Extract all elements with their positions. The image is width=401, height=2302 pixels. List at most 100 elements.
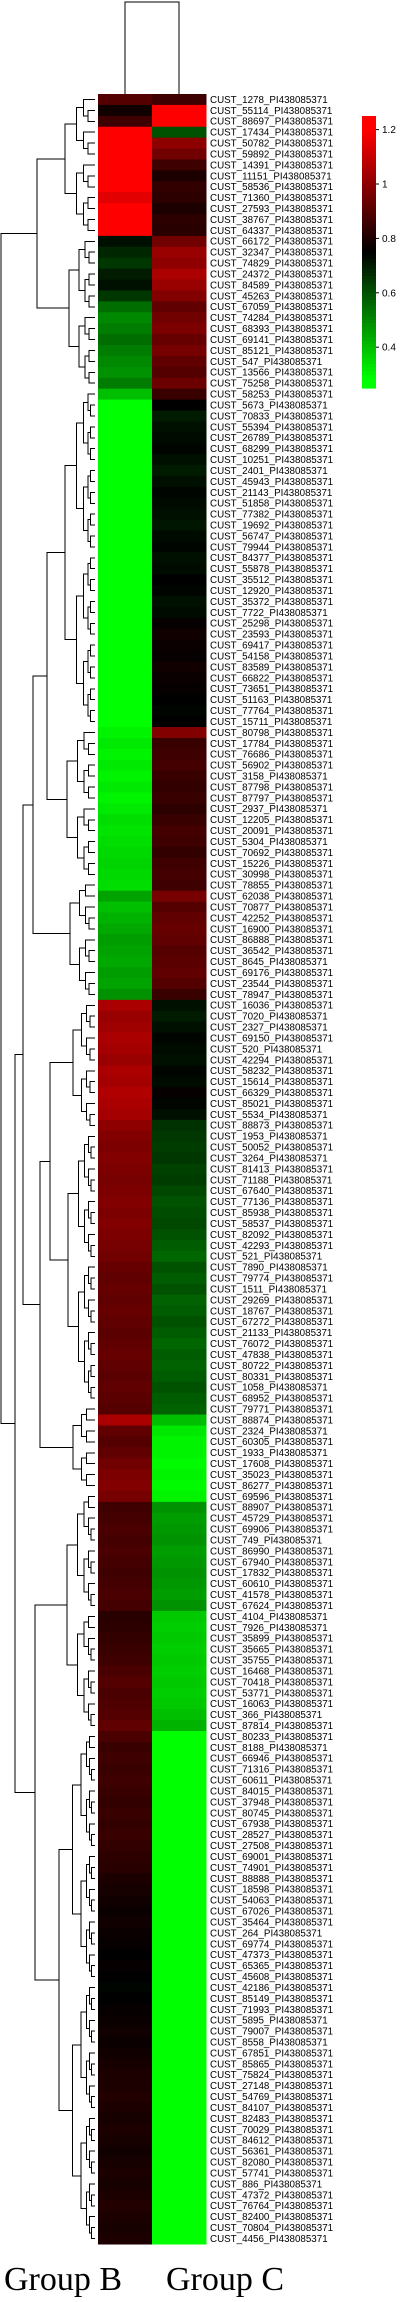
heatmap-cell [152,2047,207,2059]
row-label: CUST_76686_PI438085371 [210,750,333,761]
row-dendrogram-link [91,2096,95,2109]
heatmap-cell [98,1818,153,1830]
colorbar-step [362,350,376,355]
row-dendrogram-link [83,1621,89,1647]
colorbar-step [362,360,376,365]
row-label: CUST_66329_PI438085371 [210,1088,333,1099]
row-dendrogram-link [64,123,77,195]
heatmap-cell [98,1359,153,1372]
row-dendrogram-link [87,142,95,155]
colorbar-step [362,211,376,216]
column-dendrogram [124,1,180,94]
row-label: CUST_77764_PI438085371 [210,706,333,717]
row-dendrogram-link [88,328,95,341]
row-dendrogram-link [79,947,86,982]
heatmap-cell [98,399,153,411]
heatmap-cell [98,1010,153,1023]
row-label: CUST_69176_PI438085371 [210,968,333,979]
row-dendrogram-link [36,158,69,309]
row-dendrogram-link [80,1880,87,1948]
row-dendrogram-link [86,1103,95,1121]
row-dendrogram-link [90,426,95,439]
heatmap-cell [98,596,153,608]
heatmap-cell [98,1185,153,1197]
heatmap-cell [152,1621,207,1634]
heatmap-cell [98,1883,153,1896]
row-label: CUST_68393_PI438085371 [210,324,333,335]
row-label: CUST_70804_PI438085371 [210,2223,333,2234]
heatmap-cell [98,508,153,521]
row-label: CUST_77382_PI438085371 [210,510,333,521]
heatmap-cell [152,1119,207,1132]
heatmap-cell [152,312,207,324]
heatmap-cell [152,279,207,291]
row-dendrogram-link [86,1070,95,1088]
row-dendrogram-link [82,401,88,444]
row-label: CUST_88873_PI438085371 [210,1121,333,1132]
row-dendrogram-link [88,273,95,286]
heatmap-cell [98,1469,153,1481]
heatmap-cell [98,1665,153,1677]
heatmap-cell [98,1676,153,1688]
row-dendrogram-link [91,1768,95,1781]
heatmap-cell [152,541,207,553]
heatmap-cell [98,1960,153,1972]
row-dendrogram-link [90,1528,95,1541]
heatmap-cell [152,94,207,106]
heatmap-cell [152,2233,207,2245]
row-dendrogram-link [87,786,95,799]
heatmap-cell [98,126,153,139]
heatmap-cell [152,901,207,914]
colorbar-step [362,384,376,389]
row-dendrogram-link [84,884,95,897]
colorbar-step [362,343,376,348]
heatmap-cell [98,224,153,237]
row-label: CUST_28527_PI438085371 [210,1830,333,1841]
row-dendrogram-link [89,1736,95,1748]
row-dendrogram-link [85,2060,90,2095]
heatmap-cells [98,94,207,2245]
row-label: CUST_15226_PI438085371 [210,859,333,870]
colorbar-step [362,320,376,324]
heatmap-cell [152,192,207,204]
row-dendrogram-link [89,1856,95,1874]
row-label: CUST_88874_PI438085371 [210,1415,333,1426]
row-label: CUST_47838_PI438085371 [210,1350,333,1361]
row-label: CUST_64337_PI438085371 [210,226,333,237]
heatmap-cell [152,1261,207,1274]
heatmap-cell [152,1567,207,1579]
row-dendrogram-link [85,1864,90,1898]
row-label: CUST_27593_PI438085371 [210,204,333,215]
colorbar-step [362,309,376,314]
row-label: CUST_73651_PI438085371 [210,684,333,695]
row-label: CUST_8188_PI438085371 [210,1743,328,1754]
colorbar-step [362,129,376,134]
heatmap-cell [98,1982,153,1994]
row-label: CUST_74901_PI438085371 [210,1863,333,1874]
heatmap-cell [152,1054,207,1066]
row-dendrogram-link [87,475,91,499]
heatmap-cell [98,967,153,979]
colorbar-step [362,289,376,294]
heatmap-cell [98,1545,153,1557]
row-label: CUST_12920_PI438085371 [210,586,333,597]
row-dendrogram-link [32,675,70,935]
row-label: CUST_51163_PI438085371 [210,695,332,706]
heatmap-cell [152,1359,207,1372]
row-label: CUST_47373_PI438085371 [210,1950,333,1961]
row-dendrogram-link [72,1424,82,1470]
colorbar-step [362,167,376,171]
heatmap-cell [98,388,153,401]
colorbar-tick-label: 0.4 [382,343,396,354]
heatmap-cell [152,1469,207,1481]
heatmap-cell [98,672,153,684]
row-dendrogram-link [86,1037,95,1055]
heatmap-cell [98,1436,153,1448]
heatmap-cell [98,923,153,935]
row-label: CUST_15711_PI438085371 [210,717,332,728]
heatmap-cell [98,1916,153,1929]
heatmap-cell [98,716,153,728]
row-label: CUST_26789_PI438085371 [210,433,333,444]
row-dendrogram-link [83,731,95,750]
heatmap-cell [152,1501,207,1514]
